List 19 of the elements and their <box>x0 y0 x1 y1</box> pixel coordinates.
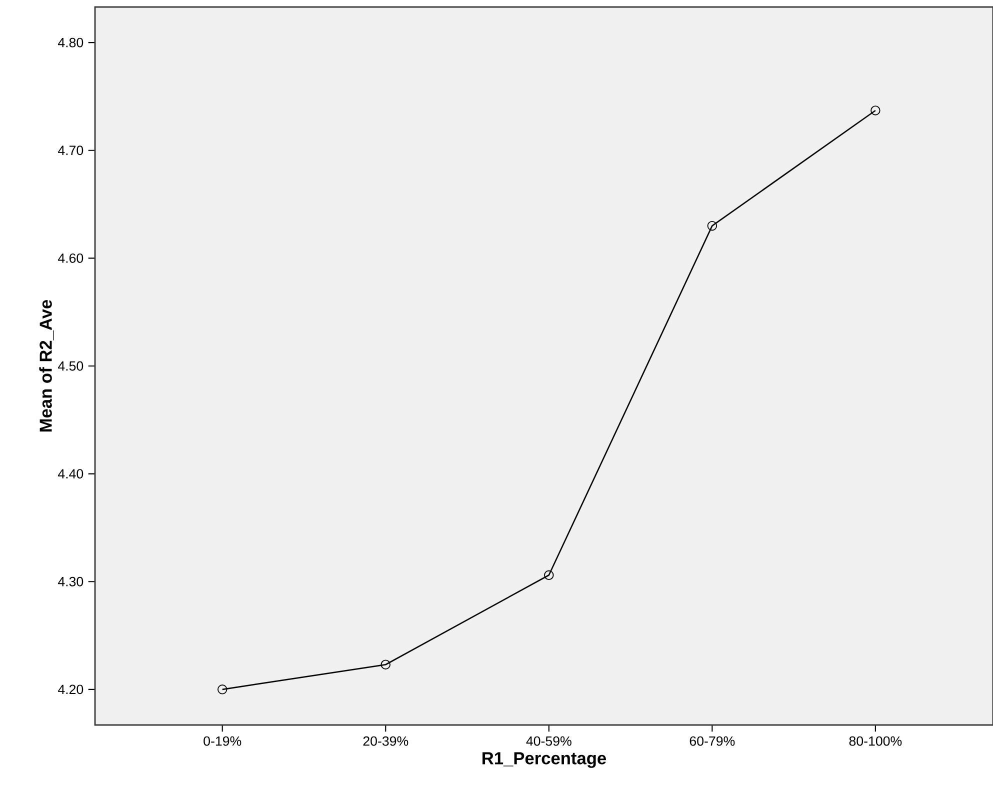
x-tick-label: 80-100% <box>849 736 902 746</box>
y-tick-label: 4.60 <box>58 253 84 263</box>
y-tick-label: 4.20 <box>58 684 84 694</box>
x-tick-label: 20-39% <box>363 736 408 746</box>
point <box>380 660 390 670</box>
point <box>707 220 718 231</box>
point <box>544 570 554 580</box>
y-tick-label: 4.40 <box>58 469 84 479</box>
point <box>870 106 880 116</box>
y-tick-label: 4.70 <box>58 146 84 156</box>
x-tick-label: 0-19% <box>204 736 242 746</box>
y-axis-title: Mean of R2_Ave <box>39 300 54 432</box>
y-tick-label: 4.30 <box>58 576 84 586</box>
y-tick-label: 4.80 <box>58 38 84 48</box>
y-tick-label: 4.50 <box>58 361 84 371</box>
x-tick-label: 60-79% <box>690 736 735 746</box>
x-axis-title: R1_Percentage <box>482 752 606 768</box>
point <box>217 684 228 694</box>
x-tick-label: 40-59% <box>526 736 572 746</box>
